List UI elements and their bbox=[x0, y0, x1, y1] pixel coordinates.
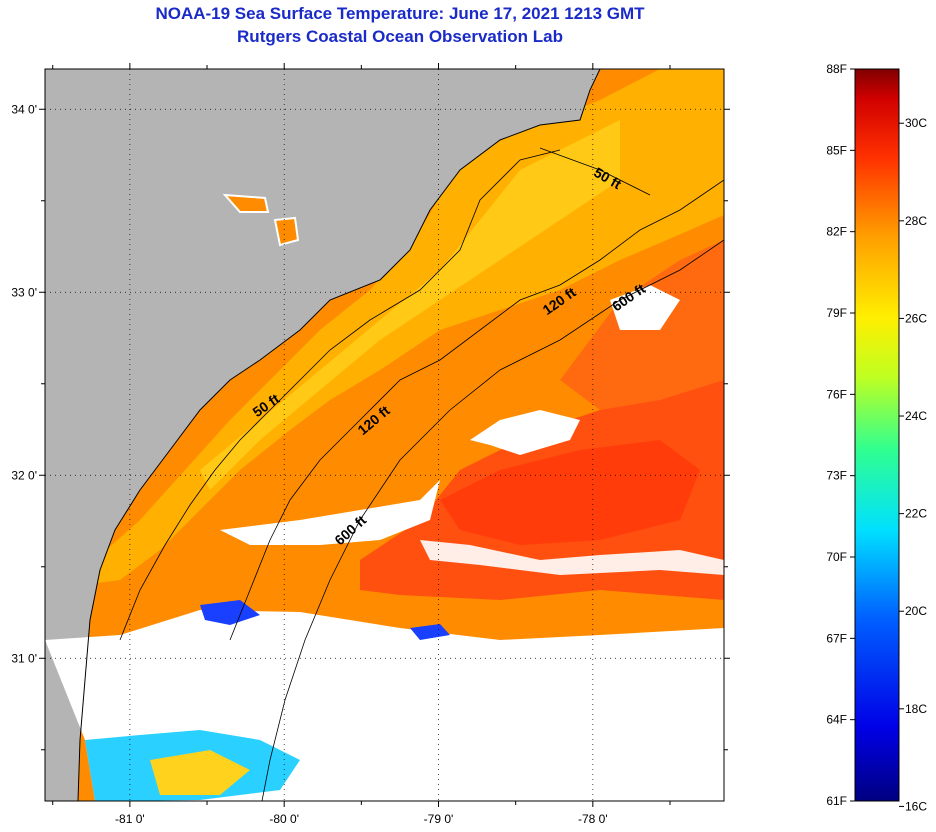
colorbar-f-label: 70F bbox=[826, 550, 847, 564]
colorbar-c-label: 26C bbox=[905, 311, 927, 325]
colorbar-f-label: 85F bbox=[826, 143, 847, 157]
colorbar-c-label: 30C bbox=[905, 116, 927, 130]
colorbar-c-label: 20C bbox=[905, 604, 927, 618]
contour-50ft bbox=[119, 147, 651, 641]
hot-water-patch bbox=[440, 440, 700, 545]
colorbar-c-label: 22C bbox=[905, 507, 927, 521]
chart-subtitle: Rutgers Coastal Ocean Observation Lab bbox=[237, 27, 563, 46]
map-frame bbox=[44, 68, 725, 802]
cloud-patch-shelf bbox=[220, 480, 440, 545]
cloud-streak bbox=[420, 540, 724, 575]
axis-ticks: 34 0' 33 0' 32 0' 31 0' -81 0' -80 0' -79 0' -7… bbox=[11, 63, 730, 826]
colorbar-f-label: 79F bbox=[826, 306, 847, 320]
cloud-patch-midshelf bbox=[470, 410, 580, 455]
colorbar-c-label: 28C bbox=[905, 214, 927, 228]
land-mass bbox=[45, 69, 600, 801]
cold-patch-1 bbox=[200, 600, 260, 625]
lat-label: 31 0' bbox=[11, 651, 37, 665]
warm-patch-south bbox=[150, 750, 250, 795]
colorbar-c-label: 24C bbox=[905, 409, 927, 423]
graticule bbox=[45, 69, 724, 801]
inland-lake-2 bbox=[222, 193, 270, 213]
colorbar-ticks: 88F 85F 82F 79F 76F 73F 70F 67F 64F 61F 30C 28C 26C 2… bbox=[826, 62, 927, 813]
inland-lake bbox=[273, 216, 300, 247]
colorbar-c-label: 18C bbox=[905, 702, 927, 716]
lat-label: 32 0' bbox=[11, 468, 37, 482]
coastline bbox=[77, 69, 601, 801]
cold-patch-2 bbox=[410, 624, 450, 640]
chart-title: NOAA-19 Sea Surface Temperature: June 17… bbox=[155, 4, 645, 23]
colorbar-f-label: 64F bbox=[826, 713, 847, 727]
lon-label: -79 0' bbox=[424, 812, 454, 826]
colorbar-f-label: 73F bbox=[826, 469, 847, 483]
colorbar-f-label: 82F bbox=[826, 225, 847, 239]
colorbar-f-label: 61F bbox=[826, 794, 847, 808]
colorbar-c-label: 16C bbox=[905, 799, 927, 813]
colorbar-f-label: 76F bbox=[826, 387, 847, 401]
colorbar bbox=[854, 68, 900, 802]
colorbar-f-label: 88F bbox=[826, 62, 847, 76]
lat-label: 34 0' bbox=[11, 102, 37, 116]
lon-label: -78 0' bbox=[578, 812, 608, 826]
lat-label: 33 0' bbox=[11, 285, 37, 299]
lon-label: -81 0' bbox=[115, 812, 145, 826]
nearshore-yellow-band bbox=[200, 120, 620, 490]
contour-120ft bbox=[229, 179, 724, 641]
lon-label: -80 0' bbox=[269, 812, 299, 826]
contour-600ft bbox=[261, 239, 724, 801]
colorbar-f-label: 67F bbox=[826, 631, 847, 645]
